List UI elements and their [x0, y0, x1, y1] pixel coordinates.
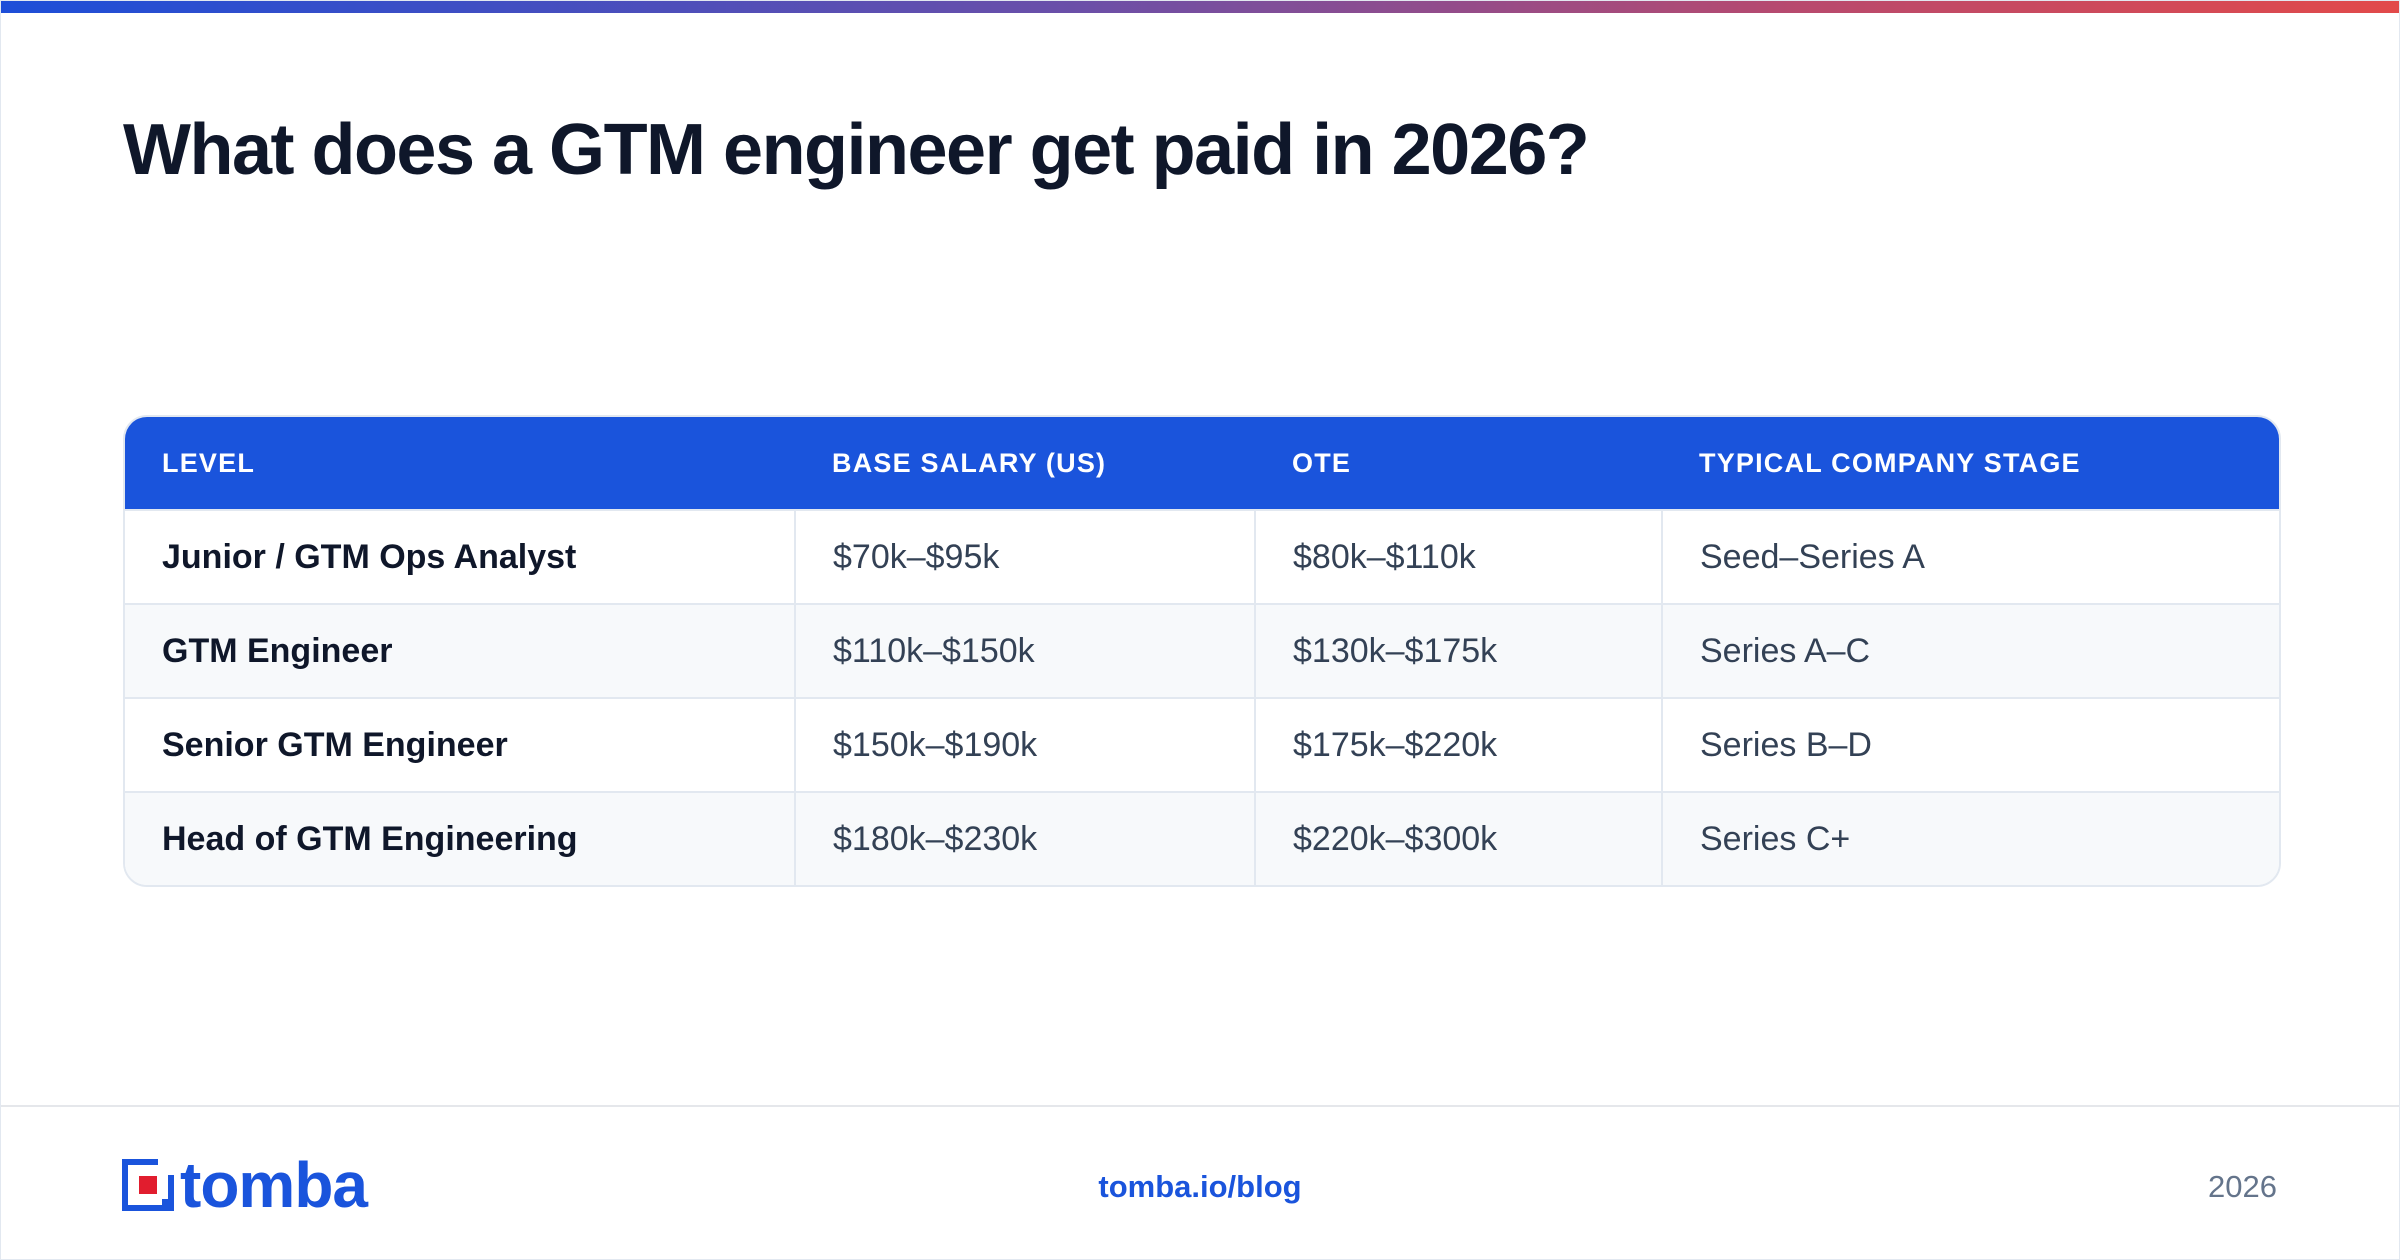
cell-level: Junior / GTM Ops Analyst: [125, 509, 795, 604]
cell-base-salary: $150k–$190k: [794, 697, 1255, 792]
cell-ote: $80k–$110k: [1254, 509, 1662, 604]
table-body: Junior / GTM Ops Analyst $70k–$95k $80k–…: [125, 509, 2279, 885]
page-title: What does a GTM engineer get paid in 202…: [123, 110, 1590, 190]
footer: tomba tomba.io/blog 2026: [1, 1105, 2399, 1259]
blog-link[interactable]: tomba.io/blog: [1098, 1169, 1302, 1204]
table-row: Junior / GTM Ops Analyst $70k–$95k $80k–…: [125, 509, 2279, 604]
salary-table-container: LEVEL BASE SALARY (US) OTE TYPICAL COMPA…: [123, 415, 2281, 887]
gradient-top-bar: [1, 1, 2399, 13]
cell-level: Head of GTM Engineering: [125, 791, 795, 885]
cell-ote: $130k–$175k: [1254, 603, 1662, 698]
table-header-row: LEVEL BASE SALARY (US) OTE TYPICAL COMPA…: [125, 417, 2279, 510]
cell-company-stage: Seed–Series A: [1661, 509, 2279, 604]
footer-year: 2026: [2208, 1169, 2277, 1204]
cell-base-salary: $70k–$95k: [794, 509, 1255, 604]
table-row: GTM Engineer $110k–$150k $130k–$175k Ser…: [125, 603, 2279, 698]
header-company-stage: TYPICAL COMPANY STAGE: [1662, 417, 2279, 510]
cell-ote: $175k–$220k: [1254, 697, 1662, 792]
cell-level: Senior GTM Engineer: [125, 697, 795, 792]
table-row: Senior GTM Engineer $150k–$190k $175k–$2…: [125, 697, 2279, 792]
header-level: LEVEL: [125, 417, 795, 510]
cell-ote: $220k–$300k: [1254, 791, 1662, 885]
cell-company-stage: Series B–D: [1661, 697, 2279, 792]
table-header: LEVEL BASE SALARY (US) OTE TYPICAL COMPA…: [125, 417, 2279, 510]
header-base-salary: BASE SALARY (US): [795, 417, 1255, 510]
table-row: Head of GTM Engineering $180k–$230k $220…: [125, 791, 2279, 885]
cell-base-salary: $110k–$150k: [794, 603, 1255, 698]
cell-company-stage: Series A–C: [1661, 603, 2279, 698]
logo-wordmark: tomba: [180, 1149, 368, 1221]
cell-company-stage: Series C+: [1661, 791, 2279, 885]
header-ote: OTE: [1255, 417, 1662, 510]
tomba-logo-icon: [122, 1159, 174, 1211]
salary-table: LEVEL BASE SALARY (US) OTE TYPICAL COMPA…: [125, 417, 2279, 885]
cell-level: GTM Engineer: [125, 603, 795, 698]
tomba-logo[interactable]: tomba: [122, 1149, 368, 1221]
cell-base-salary: $180k–$230k: [794, 791, 1255, 885]
